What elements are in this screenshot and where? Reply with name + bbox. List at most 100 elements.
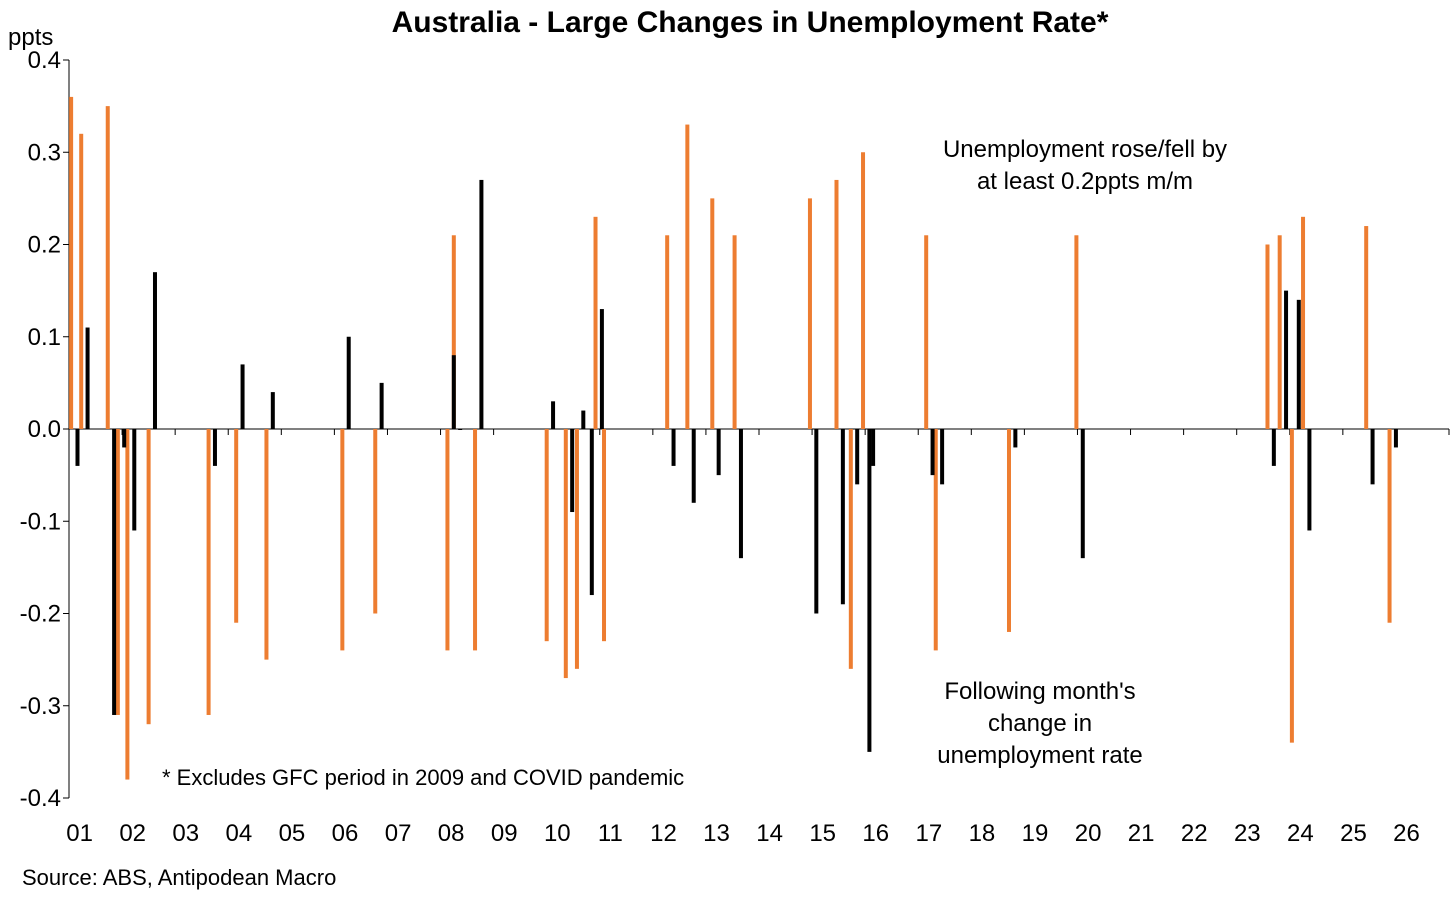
x-tick-label: 25: [1340, 820, 1367, 847]
orange-bar: [1074, 235, 1079, 429]
orange-bar: [1265, 244, 1270, 429]
orange-bar: [125, 429, 130, 780]
orange-bar: [602, 429, 607, 642]
black-bar: [212, 429, 217, 466]
orange-bar: [732, 235, 737, 429]
orange-annotation-line-1: Unemployment rose/fell by: [942, 136, 1228, 163]
black-bar: [716, 429, 721, 476]
black-bar: [814, 429, 819, 614]
orange-bar: [710, 198, 715, 429]
x-tick-label: 21: [1128, 820, 1155, 847]
x-tick-label: 15: [809, 820, 836, 847]
black-bar: [132, 429, 137, 531]
orange-bar: [665, 235, 670, 429]
black-bar: [1080, 429, 1085, 559]
orange-bar: [1364, 226, 1369, 429]
black-series-annotation: Following month's change in unemployment…: [895, 676, 1185, 772]
black-bar: [1307, 429, 1312, 531]
x-tick-label: 03: [172, 820, 199, 847]
black-bar: [738, 429, 743, 559]
x-tick-label: 06: [332, 820, 359, 847]
x-tick-label: 07: [385, 820, 412, 847]
x-tick-label: 09: [491, 820, 518, 847]
x-tick-label: 26: [1393, 820, 1420, 847]
black-bar: [570, 429, 575, 513]
x-tick-label: 10: [544, 820, 571, 847]
x-tick-label: 24: [1287, 820, 1314, 847]
black-bar: [1296, 299, 1301, 429]
orange-bar: [69, 96, 74, 430]
black-bar: [581, 410, 586, 429]
orange-bar: [1301, 216, 1306, 429]
y-axis-unit-label: ppts: [8, 24, 54, 51]
y-tick-label: 0.0: [28, 416, 61, 443]
black-bar: [1271, 429, 1276, 466]
black-bar: [671, 429, 676, 466]
orange-annotation-line-2: at least 0.2ppts m/m: [976, 168, 1194, 195]
black-bar: [1013, 429, 1018, 448]
x-tick-label: 17: [915, 820, 942, 847]
chart-title: Australia - Large Changes in Unemploymen…: [391, 6, 1109, 39]
x-tick-label: 23: [1234, 820, 1261, 847]
orange-bar: [807, 198, 812, 429]
y-tick-label: -0.1: [20, 508, 61, 535]
x-tick-label: 19: [1022, 820, 1049, 847]
y-tick-label: 0.1: [28, 324, 61, 351]
orange-bar: [861, 152, 866, 429]
black-bar: [940, 429, 945, 485]
x-tick-label: 05: [279, 820, 306, 847]
orange-bar: [115, 429, 120, 715]
orange-bar: [451, 235, 456, 429]
orange-bar: [206, 429, 211, 715]
orange-bar: [234, 429, 239, 623]
black-bar: [152, 272, 157, 429]
black-annotation-line-3: unemployment rate: [937, 742, 1143, 769]
black-bar: [379, 382, 384, 429]
x-tick-label: 22: [1181, 820, 1208, 847]
orange-bar: [1277, 235, 1282, 429]
black-bar: [1284, 290, 1289, 429]
x-tick-label: 13: [703, 820, 730, 847]
y-tick-label: 0.4: [28, 47, 61, 74]
x-tick-label: 11: [598, 820, 623, 847]
y-tick-label: -0.2: [20, 601, 61, 628]
black-bar: [479, 179, 484, 429]
x-tick-label: 14: [756, 820, 783, 847]
orange-bar: [834, 179, 839, 429]
orange-bar: [1006, 429, 1011, 632]
black-bar: [75, 429, 80, 466]
black-bar: [691, 429, 696, 503]
black-bar: [599, 309, 604, 429]
orange-bar: [340, 429, 345, 651]
black-bar: [930, 429, 935, 476]
x-tick-label: 02: [119, 820, 146, 847]
orange-bar: [473, 429, 478, 651]
orange-bar: [264, 429, 269, 660]
orange-bar: [1387, 429, 1392, 623]
black-bar: [458, 429, 463, 430]
black-bar: [112, 429, 117, 715]
black-annotation-line-2: change in: [987, 710, 1093, 737]
orange-bar: [544, 429, 549, 642]
black-bar: [346, 336, 351, 429]
x-tick-label: 01: [66, 820, 93, 847]
x-tick-label: 04: [225, 820, 252, 847]
black-bar: [871, 429, 876, 466]
y-tick-label: -0.3: [20, 693, 61, 720]
orange-bar: [933, 429, 938, 651]
black-bar: [451, 355, 456, 429]
orange-bar: [593, 216, 598, 429]
orange-bar: [848, 429, 853, 669]
orange-bar: [924, 235, 929, 429]
x-tick-label: 20: [1075, 820, 1102, 847]
y-tick-label: 0.2: [28, 232, 61, 259]
black-bar: [122, 429, 127, 448]
orange-bar: [373, 429, 378, 614]
black-bar: [85, 327, 90, 429]
orange-bar: [1289, 429, 1294, 743]
orange-bar: [146, 429, 151, 725]
black-annotation-line-1: Following month's: [944, 678, 1136, 705]
y-tick-label: -0.4: [20, 785, 61, 812]
orange-bar: [79, 133, 84, 430]
